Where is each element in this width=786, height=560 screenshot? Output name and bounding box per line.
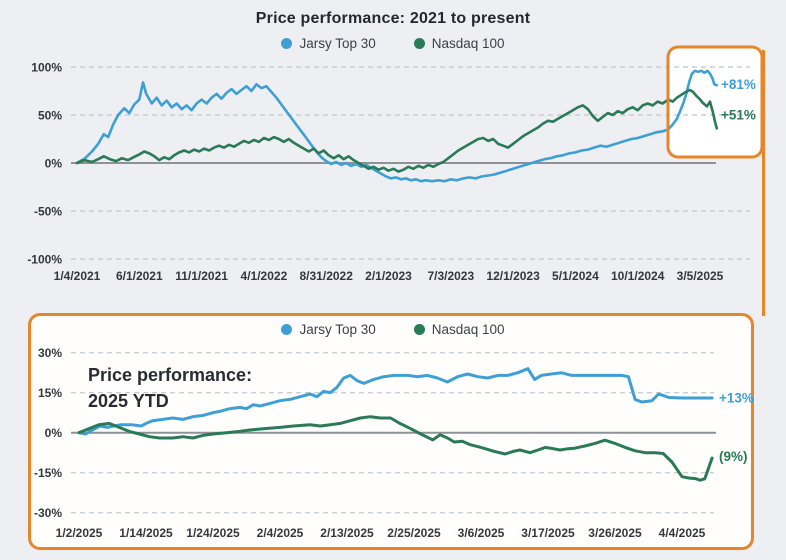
y-tick-label: 30% [38, 346, 62, 360]
x-tick-label: 8/31/2022 [300, 269, 354, 283]
legend-label: Jarsy Top 30 [299, 36, 376, 51]
y-tick-label: 50% [38, 109, 62, 123]
y-tick-label: 0% [45, 157, 63, 171]
ytd-chart-title: Price performance: 2025 YTD [88, 362, 252, 414]
end-label-nasdaq-100: (9%) [719, 449, 748, 464]
ytd-chart: 30% 15% 0% -15% -30% 1/2/2025 1/14/2025 1/24/20… [34, 346, 754, 540]
y-tick-label: -100% [27, 253, 62, 267]
top-chart-title: Price performance: 2021 to present [255, 10, 531, 27]
series-line-nasdaq-100 [77, 415, 714, 482]
series-line-jarsy-top-30 [75, 69, 719, 183]
x-tick-label: 2/1/2023 [365, 269, 412, 283]
x-tick-label: 3/26/2025 [588, 526, 642, 540]
y-tick-label: 15% [38, 386, 62, 400]
legend-item-nasdaq-100: Nasdaq 100 [413, 322, 505, 337]
ytd-chart-title-line2: 2025 YTD [88, 391, 169, 411]
legend-label: Jarsy Top 30 [299, 322, 376, 337]
x-tick-label: 6/1/2021 [116, 269, 163, 283]
x-tick-label: 1/14/2025 [119, 526, 173, 540]
y-tick-label: 100% [31, 61, 62, 75]
end-label-jarsy-top-30: +13% [719, 391, 754, 406]
x-tick-label: 2/13/2025 [320, 526, 374, 540]
legend-dot-nasdaq-100 [413, 38, 425, 49]
highlight-connector-line [762, 50, 765, 316]
legend-label: Nasdaq 100 [431, 322, 505, 337]
x-tick-label: 1/2/2025 [56, 526, 103, 540]
x-tick-label: 3/17/2025 [521, 526, 575, 540]
y-tick-label: 0% [45, 426, 63, 440]
y-tick-label: -15% [34, 466, 62, 480]
x-tick-label: 3/5/2025 [677, 269, 724, 283]
x-tick-label: 11/1/2021 [175, 269, 228, 283]
x-tick-label: 1/4/2021 [54, 269, 101, 283]
y-tick-label: -30% [34, 506, 62, 520]
x-tick-label: 4/4/2025 [659, 526, 706, 540]
ytd-chart-legend: Jarsy Top 30 Nasdaq 100 [28, 322, 758, 337]
x-tick-label: 2/4/2025 [257, 526, 304, 540]
x-tick-label: 5/1/2024 [552, 269, 599, 283]
x-tick-label: 2/25/2025 [387, 526, 441, 540]
x-tick-label: 4/1/2022 [241, 269, 288, 283]
legend-item-jarsy-top-30: Jarsy Top 30 [281, 36, 376, 51]
end-label-nasdaq-100: +51% [721, 108, 756, 123]
top-chart-legend: Jarsy Top 30 Nasdaq 100 [0, 36, 786, 51]
series-line-jarsy-top-30 [77, 367, 714, 436]
x-tick-label: 7/3/2023 [427, 269, 474, 283]
legend-dot-jarsy-top-30 [281, 324, 293, 335]
legend-item-nasdaq-100: Nasdaq 100 [413, 36, 505, 51]
ytd-chart-title-line1: Price performance: [88, 365, 253, 385]
highlight-box-fill [668, 47, 762, 157]
legend-item-jarsy-top-30: Jarsy Top 30 [281, 322, 376, 337]
top-chart: 100% 50% 0% -50% -100% 1/4/2021 6/1/2021 11/1/2… [27, 45, 764, 283]
x-tick-label: 10/1/2024 [611, 269, 665, 283]
legend-label: Nasdaq 100 [431, 36, 505, 51]
x-tick-label: 3/6/2025 [458, 526, 505, 540]
end-label-jarsy-top-30: +81% [721, 77, 756, 92]
y-tick-label: -50% [34, 205, 62, 219]
x-tick-label: 12/1/2023 [486, 269, 540, 283]
series-line-nasdaq-100 [75, 88, 719, 173]
x-tick-label: 1/24/2025 [186, 526, 240, 540]
legend-dot-nasdaq-100 [413, 324, 425, 335]
legend-dot-jarsy-top-30 [281, 38, 293, 49]
